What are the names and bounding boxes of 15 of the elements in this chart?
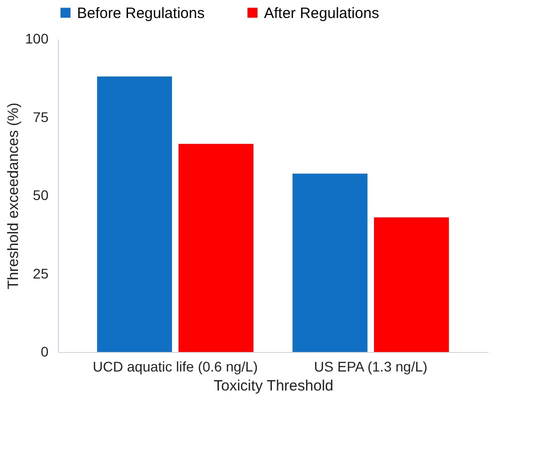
x-axis-title: Toxicity Threshold — [214, 378, 334, 394]
bar — [178, 144, 254, 352]
bar — [374, 217, 449, 352]
x-tick-label: UCD aquatic life (0.6 ng/L) — [92, 358, 258, 374]
legend-label: Before Regulations — [77, 4, 205, 22]
x-tick-label: US EPA (1.3 ng/L) — [314, 358, 428, 374]
y-tick-label: 0 — [40, 344, 49, 360]
bar — [292, 174, 368, 352]
y-tick-label: 75 — [32, 108, 49, 125]
y-tick-label: 50 — [32, 187, 49, 203]
bar — [97, 76, 172, 352]
y-tick-label: 100 — [25, 30, 49, 46]
legend-label: After Regulations — [264, 4, 380, 22]
y-axis-title: Threshold exceedances (%) — [5, 102, 22, 290]
y-tick-label: 25 — [32, 265, 49, 282]
